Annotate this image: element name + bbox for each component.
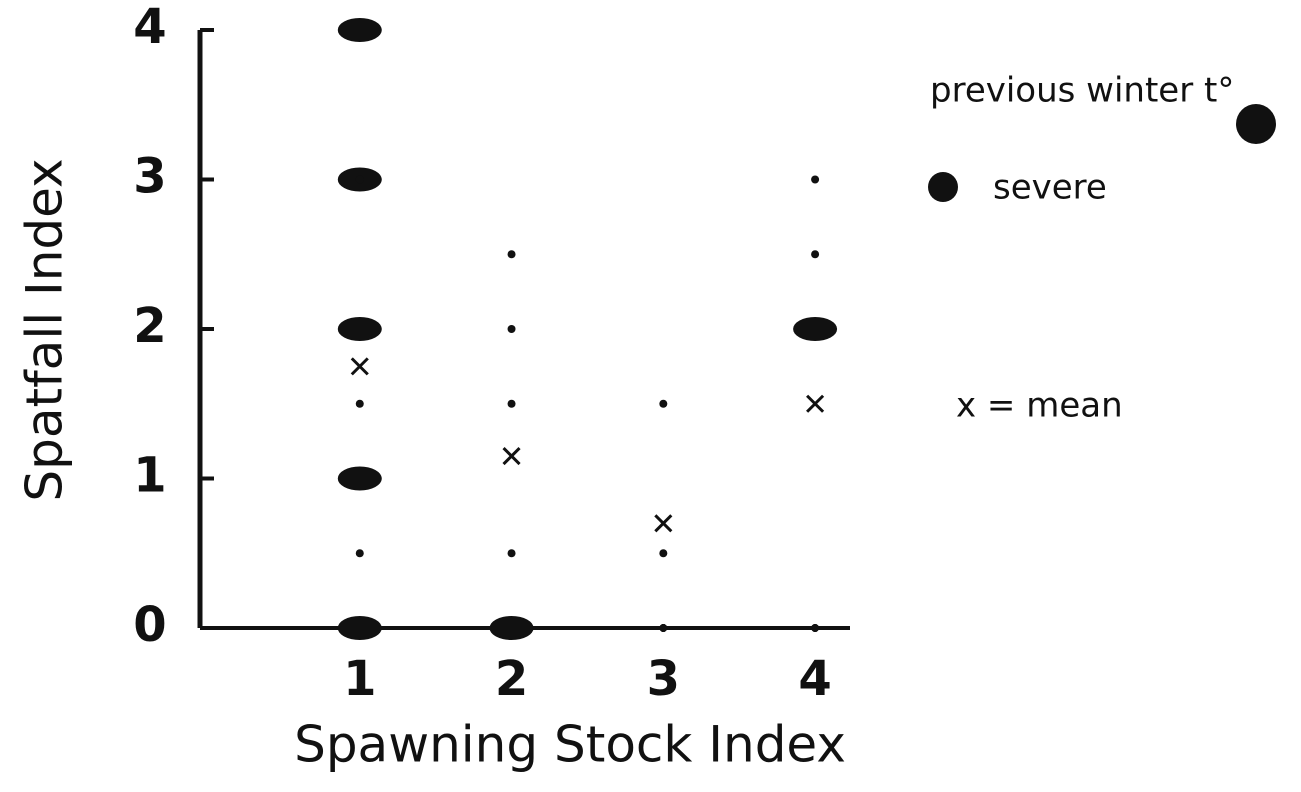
point xyxy=(507,399,516,408)
severe-point xyxy=(337,466,382,491)
x-tick-label: 1 xyxy=(343,651,376,707)
severe-point xyxy=(337,18,382,42)
point xyxy=(355,549,364,558)
y-tick-label: 4 xyxy=(133,0,166,55)
y-axis-label: Spatfall Index xyxy=(16,158,74,501)
x-tick-label: 3 xyxy=(647,651,680,707)
y-tick-label: 2 xyxy=(133,298,166,354)
point xyxy=(659,399,668,408)
legend-marker xyxy=(928,172,958,202)
point xyxy=(811,624,820,632)
point xyxy=(659,624,668,632)
severe-point xyxy=(337,317,382,341)
legend-label: x = mean xyxy=(956,386,1123,426)
legend-title: previous winter t° xyxy=(930,71,1234,111)
point xyxy=(659,549,668,558)
mean-marker xyxy=(502,447,521,466)
x-tick-label: 4 xyxy=(798,651,831,707)
severe-point xyxy=(489,616,534,640)
point xyxy=(811,175,820,184)
x-axis-label: Spawning Stock Index xyxy=(294,716,846,774)
point xyxy=(507,325,516,333)
point xyxy=(507,250,516,259)
point xyxy=(811,250,820,259)
mean-marker xyxy=(654,514,673,533)
point xyxy=(355,175,364,184)
y-tick-label: 0 xyxy=(133,597,166,653)
mean-marker xyxy=(806,394,825,413)
point xyxy=(507,549,516,558)
severe-point xyxy=(793,317,838,341)
severe-point xyxy=(337,616,382,640)
y-tick-label: 1 xyxy=(133,448,166,504)
legend-label: severe xyxy=(993,168,1107,208)
point xyxy=(355,399,364,408)
legend-icon xyxy=(1236,104,1276,144)
mean-marker xyxy=(350,357,369,376)
x-tick-label: 2 xyxy=(495,651,528,707)
y-tick-label: 3 xyxy=(133,149,166,205)
